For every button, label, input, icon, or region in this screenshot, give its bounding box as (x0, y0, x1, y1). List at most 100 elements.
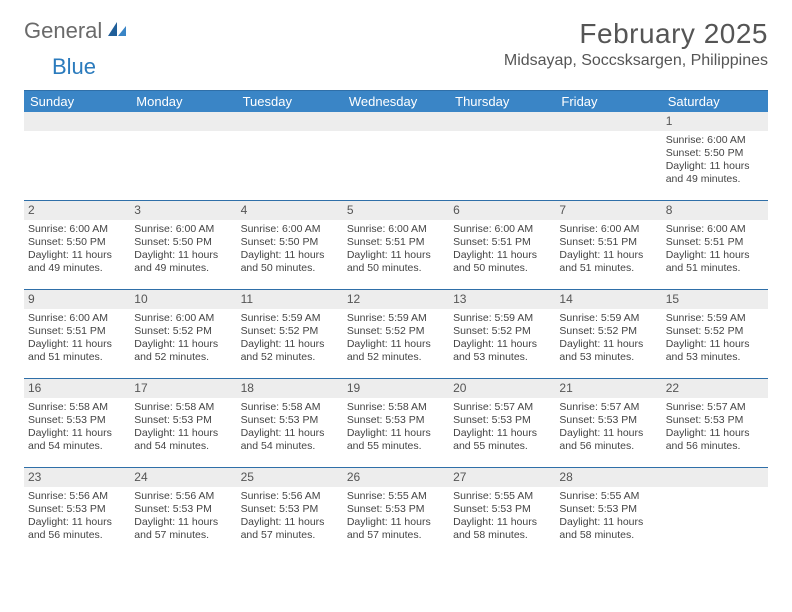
day-number: 10 (130, 290, 236, 309)
sunset-text: Sunset: 5:51 PM (28, 325, 126, 338)
day-number: 15 (662, 290, 768, 309)
sunrise-text: Sunrise: 5:58 AM (134, 401, 232, 414)
week-row: 2Sunrise: 6:00 AMSunset: 5:50 PMDaylight… (24, 200, 768, 289)
daylight-text: Daylight: 11 hours and 51 minutes. (666, 249, 764, 275)
daylight-text: Daylight: 11 hours and 49 minutes. (28, 249, 126, 275)
weeks-container: 1Sunrise: 6:00 AMSunset: 5:50 PMDaylight… (24, 112, 768, 556)
day-number: 26 (343, 468, 449, 487)
sunset-text: Sunset: 5:51 PM (666, 236, 764, 249)
day-cell: 11Sunrise: 5:59 AMSunset: 5:52 PMDayligh… (237, 290, 343, 378)
daylight-text: Daylight: 11 hours and 57 minutes. (241, 516, 339, 542)
day-number (662, 468, 768, 487)
day-number: 9 (24, 290, 130, 309)
daylight-text: Daylight: 11 hours and 49 minutes. (134, 249, 232, 275)
day-number (130, 112, 236, 131)
sunset-text: Sunset: 5:53 PM (453, 414, 551, 427)
sunrise-text: Sunrise: 6:00 AM (347, 223, 445, 236)
day-number: 14 (555, 290, 661, 309)
day-cell: 19Sunrise: 5:58 AMSunset: 5:53 PMDayligh… (343, 379, 449, 467)
sunset-text: Sunset: 5:53 PM (241, 503, 339, 516)
sunset-text: Sunset: 5:50 PM (134, 236, 232, 249)
day-number: 16 (24, 379, 130, 398)
daylight-text: Daylight: 11 hours and 50 minutes. (347, 249, 445, 275)
day-cell: 20Sunrise: 5:57 AMSunset: 5:53 PMDayligh… (449, 379, 555, 467)
day-cell (662, 468, 768, 556)
day-number: 17 (130, 379, 236, 398)
daylight-text: Daylight: 11 hours and 58 minutes. (559, 516, 657, 542)
sunset-text: Sunset: 5:53 PM (453, 503, 551, 516)
sunrise-text: Sunrise: 6:00 AM (28, 312, 126, 325)
sunset-text: Sunset: 5:53 PM (347, 414, 445, 427)
sunrise-text: Sunrise: 5:56 AM (241, 490, 339, 503)
day-cell: 3 Sunrise: 6:00 AMSunset: 5:50 PMDaylight… (130, 201, 236, 289)
sunrise-text: Sunrise: 6:00 AM (559, 223, 657, 236)
day-cell: 22Sunrise: 5:57 AMSunset: 5:53 PMDayligh… (662, 379, 768, 467)
day-number: 27 (449, 468, 555, 487)
day-cell: 28Sunrise: 5:55 AMSunset: 5:53 PMDayligh… (555, 468, 661, 556)
day-cell: 24Sunrise: 5:56 AMSunset: 5:53 PMDayligh… (130, 468, 236, 556)
dow-friday: Friday (555, 91, 661, 112)
day-number (24, 112, 130, 131)
day-cell: 21Sunrise: 5:57 AMSunset: 5:53 PMDayligh… (555, 379, 661, 467)
sunset-text: Sunset: 5:51 PM (559, 236, 657, 249)
sunrise-text: Sunrise: 5:58 AM (28, 401, 126, 414)
day-number: 5 (343, 201, 449, 220)
day-cell: 12Sunrise: 5:59 AMSunset: 5:52 PMDayligh… (343, 290, 449, 378)
day-number: 23 (24, 468, 130, 487)
day-number: 21 (555, 379, 661, 398)
brand-text-1: General (24, 18, 102, 44)
daylight-text: Daylight: 11 hours and 51 minutes. (559, 249, 657, 275)
sunset-text: Sunset: 5:50 PM (666, 147, 764, 160)
day-number: 18 (237, 379, 343, 398)
sunrise-text: Sunrise: 5:56 AM (28, 490, 126, 503)
sunrise-text: Sunrise: 6:00 AM (134, 223, 232, 236)
sunset-text: Sunset: 5:52 PM (347, 325, 445, 338)
day-cell: 18Sunrise: 5:58 AMSunset: 5:53 PMDayligh… (237, 379, 343, 467)
daylight-text: Daylight: 11 hours and 55 minutes. (347, 427, 445, 453)
calendar: Sunday Monday Tuesday Wednesday Thursday… (24, 90, 768, 556)
week-row: 23Sunrise: 5:56 AMSunset: 5:53 PMDayligh… (24, 467, 768, 556)
day-cell: 23 Sunrise: 5:56 AMSunset: 5:53 PMDayligh… (24, 468, 130, 556)
day-cell: 1Sunrise: 6:00 AMSunset: 5:50 PMDaylight… (662, 112, 768, 200)
daylight-text: Daylight: 11 hours and 52 minutes. (347, 338, 445, 364)
day-cell: 25 Sunrise: 5:56 AMSunset: 5:53 PMDayligh… (237, 468, 343, 556)
sunrise-text: Sunrise: 5:59 AM (347, 312, 445, 325)
sunset-text: Sunset: 5:53 PM (241, 414, 339, 427)
day-number (555, 112, 661, 131)
day-number: 11 (237, 290, 343, 309)
sunset-text: Sunset: 5:52 PM (134, 325, 232, 338)
sunset-text: Sunset: 5:52 PM (241, 325, 339, 338)
sunrise-text: Sunrise: 6:00 AM (666, 134, 764, 147)
sunrise-text: Sunrise: 5:55 AM (453, 490, 551, 503)
day-number: 2 (24, 201, 130, 220)
daylight-text: Daylight: 11 hours and 53 minutes. (666, 338, 764, 364)
day-cell (237, 112, 343, 200)
day-cell (555, 112, 661, 200)
day-number: 13 (449, 290, 555, 309)
day-cell: 13Sunrise: 5:59 AMSunset: 5:52 PMDayligh… (449, 290, 555, 378)
sail-icon (106, 18, 128, 44)
sunrise-text: Sunrise: 5:57 AM (559, 401, 657, 414)
sunrise-text: Sunrise: 5:59 AM (559, 312, 657, 325)
brand-logo: General (24, 18, 130, 44)
daylight-text: Daylight: 11 hours and 52 minutes. (241, 338, 339, 364)
day-cell (130, 112, 236, 200)
day-number: 3 (130, 201, 236, 220)
day-cell (24, 112, 130, 200)
daylight-text: Daylight: 11 hours and 56 minutes. (28, 516, 126, 542)
daylight-text: Daylight: 11 hours and 51 minutes. (28, 338, 126, 364)
sunset-text: Sunset: 5:51 PM (453, 236, 551, 249)
daylight-text: Daylight: 11 hours and 58 minutes. (453, 516, 551, 542)
daylight-text: Daylight: 11 hours and 57 minutes. (347, 516, 445, 542)
sunset-text: Sunset: 5:53 PM (28, 503, 126, 516)
dow-header-row: Sunday Monday Tuesday Wednesday Thursday… (24, 91, 768, 112)
day-cell (343, 112, 449, 200)
sunrise-text: Sunrise: 5:56 AM (134, 490, 232, 503)
day-cell (449, 112, 555, 200)
day-number: 25 (237, 468, 343, 487)
day-cell: 7Sunrise: 6:00 AMSunset: 5:51 PMDaylight… (555, 201, 661, 289)
day-number: 8 (662, 201, 768, 220)
brand-text-2: Blue (52, 54, 96, 80)
day-cell: 26Sunrise: 5:55 AMSunset: 5:53 PMDayligh… (343, 468, 449, 556)
sunrise-text: Sunrise: 6:00 AM (453, 223, 551, 236)
